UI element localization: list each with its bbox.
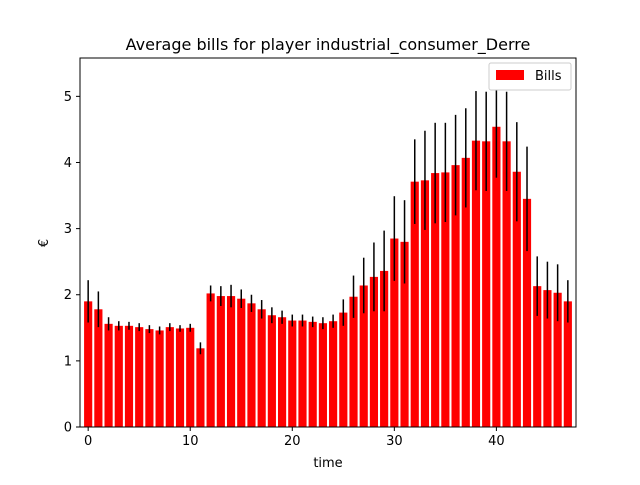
- x-tick-label: 40: [488, 434, 505, 449]
- y-tick-label: 0: [64, 421, 72, 436]
- bar: [175, 328, 185, 427]
- legend: Bills: [488, 62, 572, 91]
- bar: [380, 270, 389, 427]
- bar: [277, 317, 287, 427]
- bar: [155, 330, 164, 427]
- bar: [390, 238, 399, 427]
- y-tick-label: 2: [64, 288, 72, 303]
- bar: [502, 141, 511, 428]
- x-tick-label: 0: [84, 434, 92, 449]
- bar: [339, 312, 348, 427]
- bar: [533, 286, 542, 427]
- bar: [257, 309, 266, 427]
- bar: [461, 157, 470, 427]
- bar: [431, 173, 440, 427]
- bar: [247, 303, 256, 427]
- bar: [441, 172, 450, 427]
- x-axis: 0 10 20 30 40: [84, 427, 505, 449]
- bar: [349, 296, 358, 427]
- bar: [492, 126, 501, 427]
- bar: [206, 293, 215, 427]
- bar: [237, 298, 246, 427]
- x-tick-label: 20: [284, 434, 301, 449]
- y-axis: 0 1 2 3 4 5: [64, 90, 80, 436]
- bar: [482, 141, 491, 428]
- bar: [471, 140, 481, 427]
- x-tick-label: 30: [386, 434, 403, 449]
- bar: [226, 296, 236, 427]
- bar: [165, 327, 174, 427]
- bar: [329, 321, 338, 427]
- plot-frame: [79, 57, 577, 428]
- bar: [104, 323, 113, 427]
- bar: [543, 290, 552, 427]
- bar: [145, 329, 154, 427]
- y-tick-label: 1: [64, 354, 72, 369]
- bar: [522, 198, 532, 427]
- bar: [410, 181, 419, 427]
- y-tick-label: 3: [64, 222, 72, 237]
- bar: [135, 327, 144, 427]
- bar: [216, 296, 225, 427]
- error-bar-series: [87, 75, 569, 355]
- bar: [267, 315, 276, 427]
- bar: [114, 325, 123, 427]
- y-tick-label: 4: [64, 156, 72, 171]
- legend-label: Bills: [535, 69, 562, 84]
- bar: [298, 320, 307, 427]
- bar: [124, 325, 134, 427]
- legend-swatch: [496, 70, 524, 80]
- bar: [563, 301, 572, 427]
- bar: [196, 348, 205, 427]
- bar: [369, 276, 379, 427]
- y-axis-label: €: [37, 239, 52, 247]
- bar: [94, 309, 103, 427]
- bar: [451, 165, 460, 427]
- bar: [400, 241, 409, 427]
- bar-series: [84, 126, 572, 428]
- x-axis-label: time: [313, 456, 342, 471]
- bar: [553, 292, 562, 427]
- x-tick-label: 10: [182, 434, 199, 449]
- bar: [359, 285, 368, 427]
- legend-box: [488, 62, 572, 91]
- bar: [186, 327, 195, 427]
- bar: [512, 171, 521, 427]
- bar: [84, 301, 93, 427]
- bar: [420, 180, 430, 427]
- bar: [288, 320, 297, 427]
- chart-title: Average bills for player industrial_cons…: [126, 35, 531, 55]
- bar: [308, 321, 317, 427]
- bar: [318, 323, 327, 427]
- y-tick-label: 5: [64, 90, 72, 105]
